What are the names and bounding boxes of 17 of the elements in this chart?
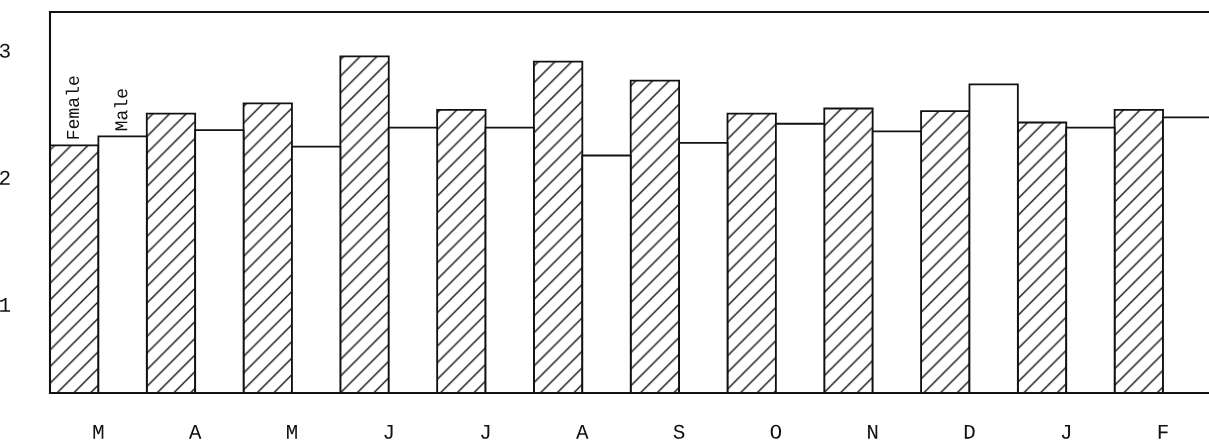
x-tick-label: J [1061, 424, 1071, 439]
x-tick-label: J [384, 424, 393, 439]
text: Male [114, 89, 128, 131]
x-tick-label: A [188, 424, 202, 439]
y-tick-label: 2 [0, 170, 10, 185]
x-tick-label: O [770, 424, 782, 439]
x-tick-label: D [964, 424, 975, 439]
x-tick-label: A [576, 424, 589, 439]
y-tick-label: 3 [0, 43, 10, 58]
x-tick-label: M [287, 424, 297, 439]
x-tick-label: J [481, 424, 490, 439]
x-tick-label: F [1158, 424, 1168, 439]
x-tick-label: S [673, 424, 685, 439]
x-tick-label: N [868, 424, 878, 439]
x-tick-label: M [93, 424, 104, 439]
y-tick-label: 1 [0, 297, 11, 312]
text: Female [65, 76, 80, 139]
